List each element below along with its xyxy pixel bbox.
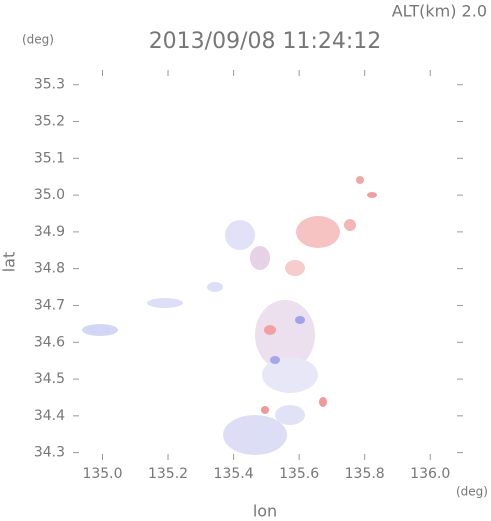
y-tick-label: 34.7	[34, 297, 65, 313]
echo	[147, 298, 183, 308]
radar-echoes	[82, 176, 377, 455]
echo	[296, 216, 340, 248]
y-tick-label: 34.8	[34, 261, 65, 277]
y-tick-label: 34.5	[34, 371, 65, 387]
altitude-annotation: ALT(km) 2.0	[392, 2, 487, 21]
x-tick-label: 135.2	[148, 466, 188, 482]
y-tick-label: 35.1	[34, 150, 65, 166]
y-tick-label: 35.2	[34, 114, 65, 130]
echo	[261, 406, 269, 414]
echo	[207, 282, 223, 292]
echo	[295, 316, 305, 324]
echo	[250, 246, 270, 270]
x-tick-label: 136.0	[410, 466, 450, 482]
y-tick-label: 34.6	[34, 334, 65, 350]
x-axis-label: lon	[253, 502, 277, 521]
y-tick-label: 34.3	[34, 445, 65, 461]
y-axis-label: lat	[0, 252, 19, 273]
echo	[356, 176, 364, 184]
y-tick-label: 34.9	[34, 224, 65, 240]
echo	[262, 357, 318, 393]
echo	[367, 192, 377, 198]
x-tick-label: 135.8	[345, 466, 385, 482]
echo	[82, 324, 118, 336]
y-tick-label: 34.4	[34, 408, 65, 424]
y-unit: (deg)	[22, 33, 54, 47]
echo	[264, 325, 276, 335]
echo	[344, 219, 356, 231]
x-tick-label: 135.0	[82, 466, 122, 482]
x-unit: (deg)	[456, 485, 488, 499]
echo	[275, 405, 305, 425]
chart-title: 2013/09/08 11:24:12	[149, 29, 382, 54]
echo	[223, 415, 287, 455]
echo	[319, 397, 327, 407]
echo	[270, 356, 280, 364]
echo	[285, 260, 305, 276]
y-tick-label: 35.3	[34, 77, 65, 93]
x-tick-label: 135.6	[279, 466, 319, 482]
x-tick-label: 135.4	[214, 466, 254, 482]
y-tick-label: 35.0	[34, 187, 65, 203]
echo	[225, 220, 255, 250]
